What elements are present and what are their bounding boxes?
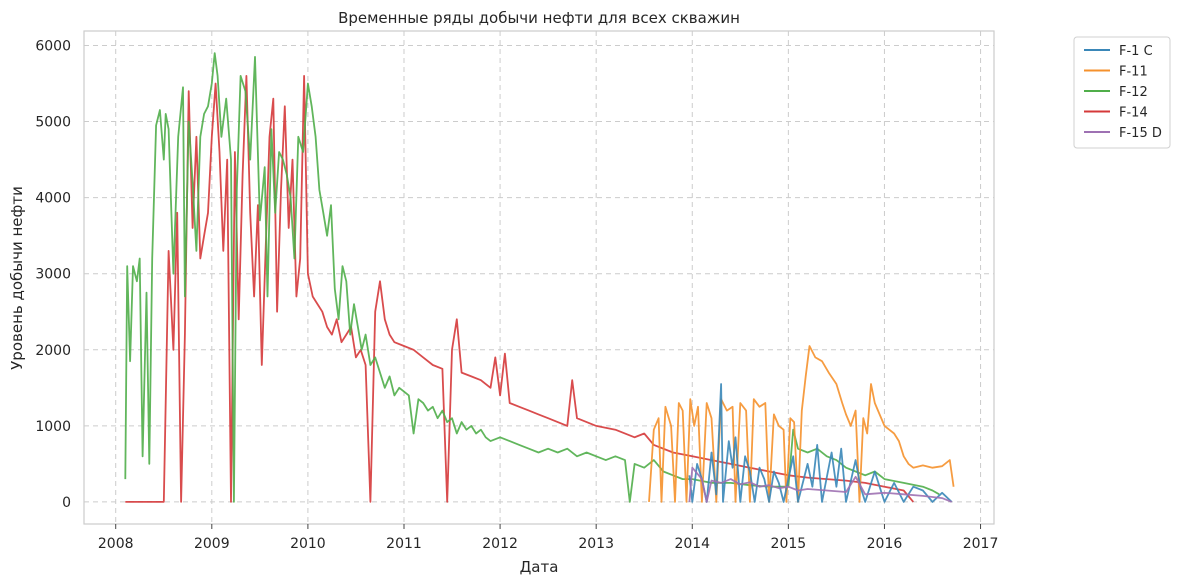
- y-tick-label: 4000: [35, 191, 71, 207]
- x-tick-label: 2009: [194, 536, 230, 552]
- y-tick-label: 3000: [35, 267, 71, 283]
- legend-label: F-14: [1119, 106, 1148, 121]
- x-axis-label: Дата: [520, 558, 559, 576]
- x-tick-label: 2013: [578, 536, 614, 552]
- x-tick-label: 2008: [98, 536, 134, 552]
- chart-title: Временные ряды добычи нефти для всех скв…: [338, 9, 740, 27]
- series-line-f-11: [648, 345, 955, 503]
- y-tick-label: 5000: [35, 115, 71, 131]
- x-tick-label: 2015: [771, 536, 807, 552]
- legend-label: F-1 C: [1119, 44, 1153, 59]
- legend-frame: [1073, 36, 1171, 149]
- y-tick-label: 2000: [35, 343, 71, 359]
- y-tick-label: 0: [62, 495, 71, 511]
- series-line-f-15-d: [688, 466, 953, 503]
- y-tick-label: 1000: [35, 419, 71, 435]
- plot-frame: [83, 30, 995, 525]
- x-tick-label: 2012: [482, 536, 518, 552]
- y-axis-label: Уровень добычи нефти: [8, 186, 26, 370]
- x-tick-label: 2010: [290, 536, 326, 552]
- x-tick-label: 2017: [963, 536, 999, 552]
- x-tick-label: 2016: [867, 536, 903, 552]
- series-line-f-14: [125, 75, 914, 503]
- legend: F-1 C F-11 F-12 F-14 F-15 D: [1073, 36, 1171, 149]
- x-tick-label: 2011: [386, 536, 422, 552]
- series-line-f-1-c: [688, 383, 953, 503]
- legend-label: F-15 D: [1119, 126, 1162, 141]
- x-tick-label: 2014: [674, 536, 710, 552]
- legend-label: F-12: [1119, 85, 1148, 100]
- legend-label: F-11: [1119, 65, 1148, 80]
- y-tick-label: 6000: [35, 38, 71, 54]
